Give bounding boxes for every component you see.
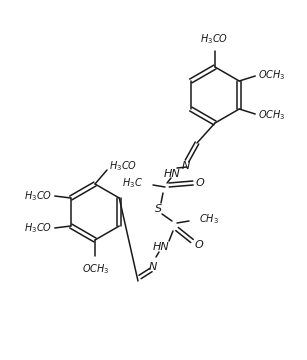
Text: H$_3$CO: H$_3$CO bbox=[24, 189, 52, 203]
Text: N: N bbox=[149, 262, 157, 272]
Text: H$_3$CO: H$_3$CO bbox=[200, 32, 228, 46]
Text: HN: HN bbox=[153, 242, 169, 252]
Text: O: O bbox=[195, 240, 203, 250]
Text: S: S bbox=[155, 204, 163, 214]
Text: H$_3$CO: H$_3$CO bbox=[109, 159, 137, 173]
Text: CH$_3$: CH$_3$ bbox=[199, 212, 219, 226]
Text: H$_3$C: H$_3$C bbox=[122, 176, 143, 190]
Text: HN: HN bbox=[164, 169, 181, 179]
Text: H$_3$CO: H$_3$CO bbox=[24, 221, 52, 235]
Text: OCH$_3$: OCH$_3$ bbox=[258, 68, 286, 82]
Text: N: N bbox=[182, 161, 190, 171]
Text: O: O bbox=[196, 178, 204, 188]
Text: OCH$_3$: OCH$_3$ bbox=[258, 108, 286, 122]
Text: OCH$_3$: OCH$_3$ bbox=[82, 262, 110, 276]
